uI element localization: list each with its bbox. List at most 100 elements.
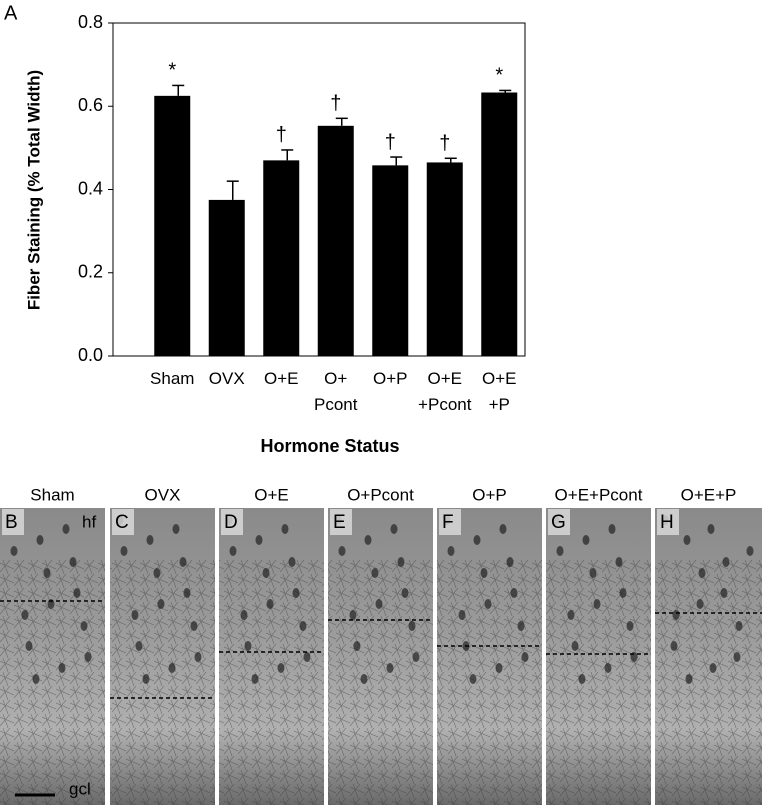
panel-label: O+E — [254, 485, 289, 504]
significance-marker: † — [439, 133, 450, 155]
cell — [506, 557, 514, 567]
panel-label: O+Pcont — [347, 485, 414, 504]
cell — [36, 535, 44, 545]
x-tick-label: Sham — [150, 369, 194, 388]
panel-label: O+P — [472, 485, 507, 504]
panel-letter: C — [115, 512, 129, 533]
y-tick-label: 0.2 — [78, 262, 103, 282]
bar — [263, 160, 300, 356]
cell — [69, 557, 77, 567]
cell — [578, 674, 586, 684]
panel-letter-bg — [2, 509, 24, 535]
cell — [698, 568, 706, 578]
panel-letter: F — [442, 512, 454, 533]
panel-letter-bg — [112, 509, 134, 535]
panel-label: O+E+Pcont — [555, 485, 643, 504]
panel-letter-bg — [657, 509, 679, 535]
cell — [722, 557, 730, 567]
panel-letter: D — [224, 512, 238, 533]
cell — [251, 674, 259, 684]
cell — [469, 674, 477, 684]
cell — [131, 610, 139, 620]
x-axis-label: Hormone Status — [260, 436, 399, 456]
y-tick-label: 0.0 — [78, 345, 103, 365]
cell — [262, 568, 270, 578]
panel-letter-bg — [439, 509, 461, 535]
cell — [244, 641, 252, 651]
cell — [146, 535, 154, 545]
cell — [360, 674, 368, 684]
cell — [135, 641, 143, 651]
bar — [154, 95, 191, 356]
panel-letter-bg — [221, 509, 243, 535]
cell — [281, 524, 289, 534]
cell — [608, 524, 616, 534]
cell — [240, 610, 248, 620]
cell — [619, 588, 627, 598]
cell — [408, 621, 416, 631]
cell — [709, 663, 717, 673]
fiber-texture — [219, 560, 324, 805]
cell — [589, 568, 597, 578]
cell — [390, 524, 398, 534]
y-tick-label: 0.6 — [78, 95, 103, 115]
fiber-texture — [328, 560, 433, 805]
cell — [288, 557, 296, 567]
cell — [696, 599, 704, 609]
cell — [733, 652, 741, 662]
cell — [484, 599, 492, 609]
cell — [386, 663, 394, 673]
cell — [183, 588, 191, 598]
cell — [458, 610, 466, 620]
cell — [604, 663, 612, 673]
panel-letter-bg — [330, 509, 352, 535]
cell — [10, 546, 18, 556]
cell — [21, 610, 29, 620]
cell — [707, 524, 715, 534]
fiber-texture — [110, 560, 215, 805]
significance-marker: * — [495, 65, 503, 87]
cell — [353, 641, 361, 651]
fiber-texture — [655, 560, 762, 805]
panel-label: A — [4, 2, 18, 24]
x-tick-label: O+ Pcont — [314, 369, 358, 414]
cell — [266, 599, 274, 609]
cell — [153, 568, 161, 578]
significance-marker: † — [330, 93, 341, 115]
bar — [208, 199, 245, 356]
panel-label: O+E+P — [681, 485, 737, 504]
significance-marker: † — [385, 131, 396, 153]
cell — [80, 621, 88, 631]
fiber-texture — [546, 560, 651, 805]
cell — [62, 524, 70, 534]
x-tick-label: O+E — [264, 369, 299, 388]
panel-label: OVX — [145, 485, 181, 504]
cell — [179, 557, 187, 567]
significance-marker: † — [276, 124, 287, 146]
cell — [510, 588, 518, 598]
fiber-texture — [0, 560, 105, 805]
cell — [495, 663, 503, 673]
cell — [582, 535, 590, 545]
cell — [292, 588, 300, 598]
cell — [473, 535, 481, 545]
cell — [371, 568, 379, 578]
cell — [172, 524, 180, 534]
significance-marker: * — [168, 60, 176, 82]
cell — [720, 588, 728, 598]
cell — [567, 610, 575, 620]
layer-label: hf — [82, 512, 96, 531]
cell — [401, 588, 409, 598]
cell — [571, 641, 579, 651]
cell — [277, 663, 285, 673]
x-tick-label: O+E +Pcont — [418, 369, 472, 414]
cell — [447, 546, 455, 556]
cell — [299, 621, 307, 631]
x-tick-label: O+P — [373, 369, 408, 388]
cell — [746, 546, 754, 556]
cell — [556, 546, 564, 556]
cell — [168, 663, 176, 673]
fiber-texture — [437, 560, 542, 805]
cell — [499, 524, 507, 534]
